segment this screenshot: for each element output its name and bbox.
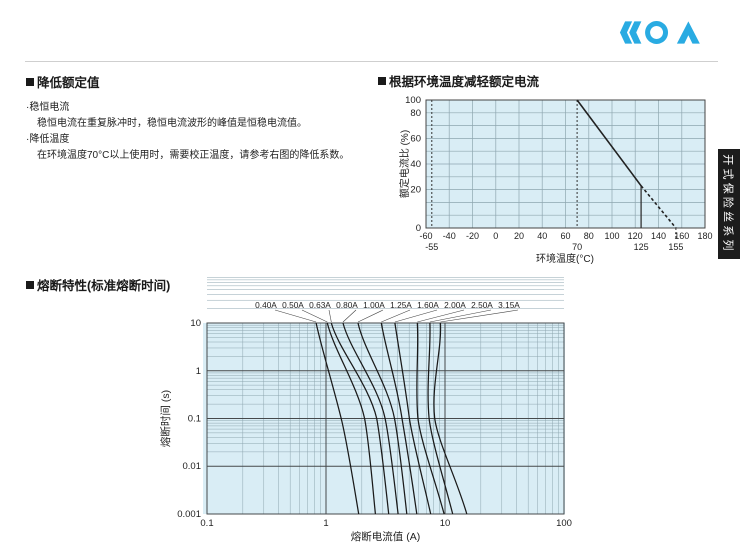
- svg-text:100: 100: [556, 518, 572, 529]
- svg-text:1: 1: [323, 518, 328, 529]
- svg-text:0.1: 0.1: [200, 518, 213, 529]
- svg-text:0.80A: 0.80A: [336, 300, 358, 310]
- svg-text:熔断电流值 (A): 熔断电流值 (A): [351, 530, 420, 543]
- svg-text:2.50A: 2.50A: [471, 300, 493, 310]
- svg-text:3.15A: 3.15A: [498, 300, 520, 310]
- svg-text:0.63A: 0.63A: [309, 300, 331, 310]
- svg-text:熔断时间 (s): 熔断时间 (s): [159, 390, 172, 447]
- svg-text:1: 1: [196, 366, 201, 377]
- svg-text:1.00A: 1.00A: [363, 300, 385, 310]
- svg-text:0.01: 0.01: [183, 461, 202, 472]
- svg-text:0.1: 0.1: [188, 414, 201, 425]
- svg-text:2.00A: 2.00A: [444, 300, 466, 310]
- svg-text:0.40A: 0.40A: [255, 300, 277, 310]
- svg-text:10: 10: [440, 518, 451, 529]
- svg-text:1.60A: 1.60A: [417, 300, 439, 310]
- svg-text:1.25A: 1.25A: [390, 300, 412, 310]
- svg-text:0.50A: 0.50A: [282, 300, 304, 310]
- svg-text:0.001: 0.001: [177, 509, 201, 520]
- svg-text:10: 10: [190, 318, 201, 329]
